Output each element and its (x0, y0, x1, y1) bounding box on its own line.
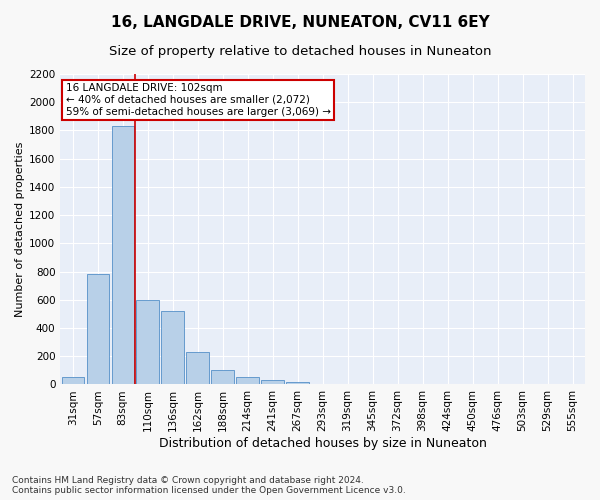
Text: 16, LANGDALE DRIVE, NUNEATON, CV11 6EY: 16, LANGDALE DRIVE, NUNEATON, CV11 6EY (110, 15, 490, 30)
X-axis label: Distribution of detached houses by size in Nuneaton: Distribution of detached houses by size … (159, 437, 487, 450)
Bar (236, 378, 259, 384)
Bar (112, 126, 134, 384)
Text: Contains HM Land Registry data © Crown copyright and database right 2024.
Contai: Contains HM Land Registry data © Crown c… (12, 476, 406, 495)
Bar (211, 370, 234, 384)
Bar (286, 382, 309, 384)
Text: 16 LANGDALE DRIVE: 102sqm
← 40% of detached houses are smaller (2,072)
59% of se: 16 LANGDALE DRIVE: 102sqm ← 40% of detac… (65, 84, 331, 116)
Bar (161, 311, 184, 384)
Bar (187, 352, 209, 384)
Bar (262, 380, 284, 384)
Text: Size of property relative to detached houses in Nuneaton: Size of property relative to detached ho… (109, 45, 491, 58)
Y-axis label: Number of detached properties: Number of detached properties (15, 142, 25, 317)
Bar (136, 300, 159, 384)
Bar (86, 274, 109, 384)
Bar (62, 378, 84, 384)
